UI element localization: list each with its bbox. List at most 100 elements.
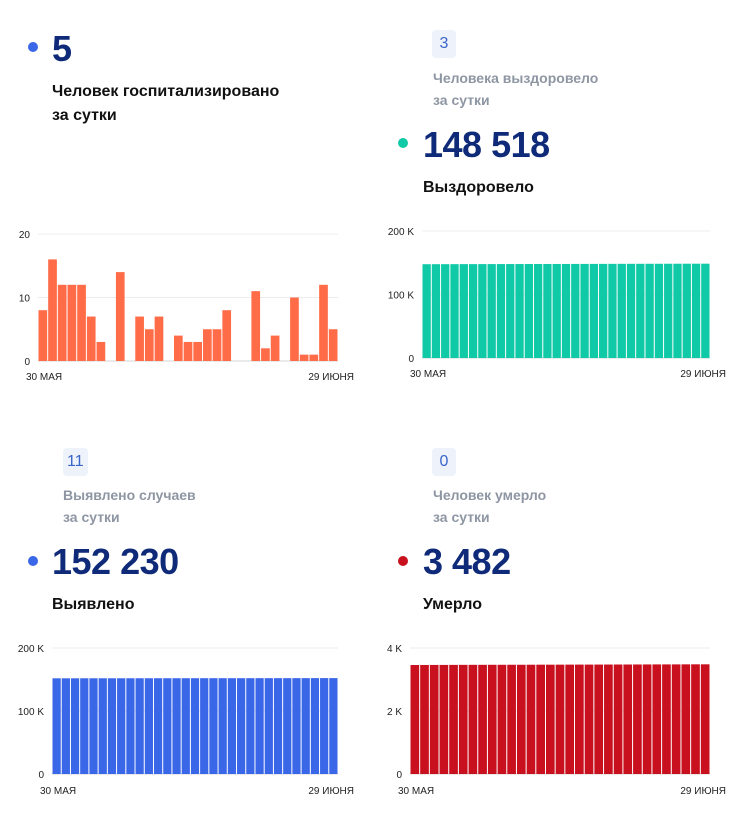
bar	[144, 678, 153, 774]
bar	[700, 664, 710, 774]
bar	[67, 284, 77, 361]
deaths-dot	[398, 556, 408, 566]
bar	[441, 264, 450, 358]
bar	[310, 678, 320, 774]
bar	[626, 263, 636, 358]
bar	[608, 263, 617, 358]
bar	[429, 664, 439, 774]
bar	[662, 664, 671, 774]
bar	[458, 664, 468, 774]
bar	[681, 664, 691, 774]
bar	[516, 664, 526, 774]
bar	[515, 264, 524, 358]
bar	[468, 664, 478, 774]
deaths-chart: 0 2 K 4 K 30 МАЯ 29 ИЮНЯ	[387, 644, 726, 797]
x-start-label: 30 МАЯ	[410, 369, 446, 380]
bar	[329, 678, 338, 774]
x-end-label: 29 ИЮНЯ	[680, 369, 726, 380]
bar	[246, 678, 255, 774]
bar	[48, 259, 57, 361]
hospitalized-value: 5	[52, 28, 72, 69]
bar	[487, 664, 497, 774]
bar	[584, 664, 594, 774]
bar	[183, 341, 193, 361]
bar	[673, 263, 682, 358]
x-start-label: 30 МАЯ	[26, 372, 62, 383]
bar	[200, 678, 209, 774]
bar	[431, 264, 441, 358]
bar	[478, 664, 487, 774]
bar	[450, 264, 459, 358]
recovered-dot	[398, 138, 408, 148]
bar	[410, 665, 420, 774]
bar	[526, 664, 536, 774]
bar	[664, 263, 673, 358]
y-tick-label: 200 K	[388, 227, 414, 238]
y-tick-label: 4 K	[387, 644, 402, 655]
bar	[636, 263, 645, 358]
bar	[571, 263, 580, 358]
recovered-label: Выздоровело	[423, 179, 534, 196]
bar	[533, 264, 543, 358]
detected-value: 152 230	[52, 541, 179, 582]
bar	[261, 348, 270, 361]
hospitalized-label-line2: за сутки	[52, 107, 117, 124]
bar	[420, 664, 429, 774]
y-tick-label: 100 K	[18, 707, 44, 718]
bar	[496, 264, 506, 358]
bar	[594, 664, 604, 774]
bar	[320, 678, 329, 774]
bar	[449, 664, 458, 774]
bar	[172, 678, 181, 774]
bar	[115, 272, 125, 361]
bar	[212, 329, 222, 361]
x-start-label: 30 МАЯ	[40, 786, 76, 797]
x-end-label: 29 ИЮНЯ	[680, 786, 726, 797]
bar	[604, 664, 613, 774]
bar	[98, 678, 107, 774]
bar	[135, 678, 144, 774]
bar	[543, 263, 552, 358]
bar	[126, 678, 135, 774]
bar	[309, 354, 319, 361]
bar	[218, 678, 227, 774]
bar	[251, 291, 261, 361]
bar	[190, 678, 200, 774]
bar	[633, 664, 642, 774]
bar	[691, 263, 701, 358]
bar	[654, 263, 664, 358]
bar	[290, 297, 299, 361]
bar	[154, 316, 164, 361]
bar	[507, 664, 516, 774]
y-tick-label: 0	[38, 770, 44, 781]
bar	[227, 678, 237, 774]
bar	[536, 664, 545, 774]
bar	[135, 316, 144, 361]
recovered-chart: 0 100 K 200 K 30 МАЯ 29 ИЮНЯ	[388, 227, 726, 380]
bar	[237, 678, 246, 774]
y-tick-label: 100 K	[388, 291, 414, 302]
bar	[117, 678, 126, 774]
detected-dot	[28, 556, 38, 566]
bar	[589, 263, 599, 358]
deaths-label: Умерло	[423, 596, 482, 613]
bar	[613, 664, 623, 774]
bar	[193, 341, 203, 361]
detected-daily-label-line1: Выявлено случаев	[63, 487, 196, 503]
bar	[77, 284, 86, 361]
bar	[701, 263, 710, 358]
deaths-value: 3 482	[423, 541, 511, 582]
recovered-daily-label-line1: Человека выздоровело	[433, 70, 599, 86]
bar	[468, 264, 478, 358]
recovered-daily-badge: 3	[432, 30, 456, 58]
y-tick-label: 10	[19, 294, 31, 305]
bar	[222, 310, 232, 361]
bar	[209, 678, 218, 774]
bar	[273, 678, 283, 774]
bar	[524, 264, 533, 358]
y-tick-label: 200 K	[18, 644, 44, 655]
hospitalized-dot	[28, 42, 38, 52]
bar	[478, 264, 487, 358]
bar	[86, 316, 96, 361]
detected-daily-label-line2: за сутки	[63, 509, 120, 525]
